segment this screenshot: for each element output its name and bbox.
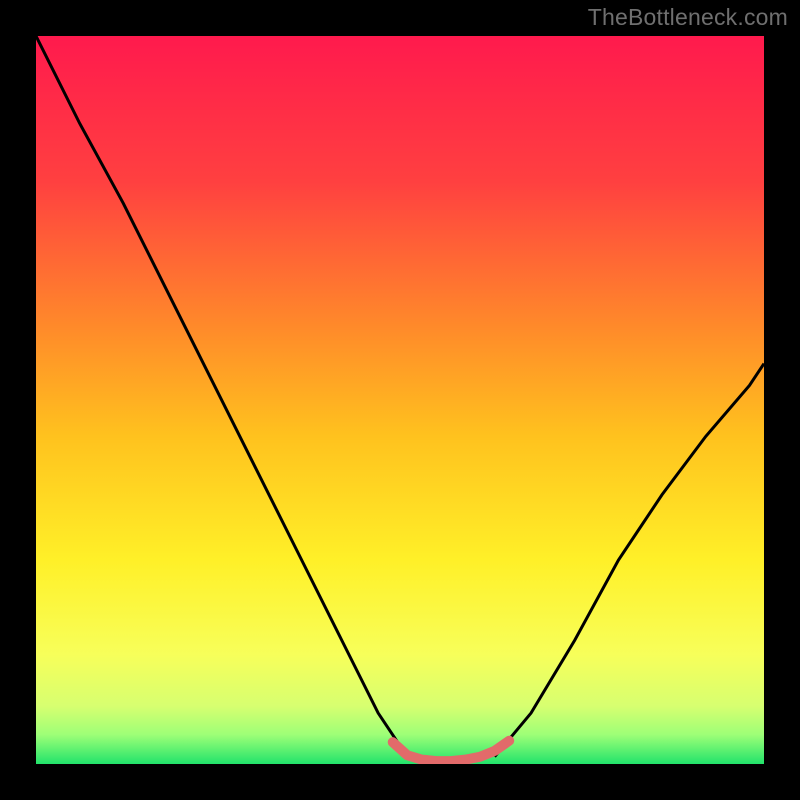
chart-frame: TheBottleneck.com [0, 0, 800, 800]
watermark-text: TheBottleneck.com [588, 4, 788, 31]
curve-valley-highlight [393, 741, 509, 761]
curve-svg [36, 36, 764, 764]
curve-right-branch [495, 364, 764, 757]
plot-area [36, 36, 764, 764]
curve-left-branch [36, 36, 407, 757]
